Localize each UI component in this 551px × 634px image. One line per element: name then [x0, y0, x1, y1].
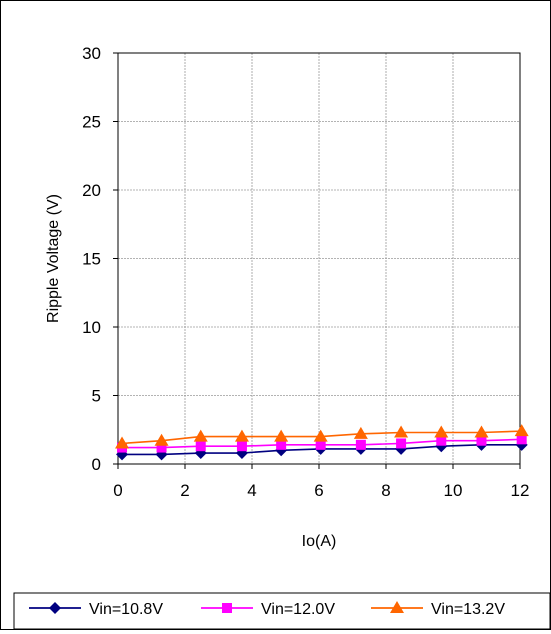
y-tick-label: 20: [82, 181, 101, 200]
y-tick-label: 30: [82, 44, 101, 63]
data-point: [514, 424, 529, 437]
y-tick-label: 5: [92, 387, 101, 406]
data-point: [154, 433, 169, 446]
x-tick-label: 0: [113, 481, 122, 500]
x-tick-label: 8: [381, 481, 390, 500]
y-tick-label: 25: [82, 113, 101, 132]
ticks: 0 5 10 15 20 25 30 0 2 4 6 8 10 12: [82, 44, 529, 500]
legend-item-1: Vin=10.8V: [29, 601, 163, 618]
data-point: [353, 426, 368, 439]
data-point: [474, 425, 489, 438]
x-tick-label: 2: [180, 481, 189, 500]
legend-label: Vin=13.2V: [431, 601, 505, 618]
data-point: [516, 434, 527, 445]
legend: Vin=10.8V Vin=12.0V Vin=13.2V: [13, 592, 551, 630]
series-3: [115, 424, 529, 449]
data-point: [236, 441, 247, 452]
data-point: [193, 429, 208, 442]
x-axis-label: Io(A): [302, 533, 337, 550]
legend-marker: [390, 601, 404, 613]
y-tick-label: 10: [82, 318, 101, 337]
series-layer: [115, 424, 529, 461]
legend-label: Vin=10.8V: [89, 601, 163, 618]
legend-marker: [49, 602, 61, 614]
data-point: [115, 436, 130, 449]
y-tick-label: 15: [82, 250, 101, 269]
data-point: [315, 439, 326, 450]
legend-item-2: Vin=12.0V: [201, 601, 335, 618]
legend-marker: [222, 603, 232, 613]
data-point: [276, 439, 287, 450]
data-point: [355, 439, 366, 450]
y-tick-label: 0: [92, 455, 101, 474]
data-point: [156, 442, 167, 453]
legend-label: Vin=12.0V: [261, 601, 335, 618]
data-point: [274, 429, 289, 442]
data-point: [436, 435, 447, 446]
data-point: [476, 435, 487, 446]
x-tick-label: 6: [314, 481, 323, 500]
x-tick-label: 4: [247, 481, 256, 500]
legend-item-3: Vin=13.2V: [371, 601, 505, 618]
data-point: [234, 429, 249, 442]
legend-box: [13, 592, 551, 630]
y-axis-label: Ripple Voltage (V): [45, 194, 62, 323]
data-point: [434, 425, 449, 438]
x-tick-label: 10: [444, 481, 463, 500]
x-tick-label: 12: [511, 481, 530, 500]
data-point: [396, 438, 407, 449]
data-point: [313, 429, 328, 442]
data-point: [195, 441, 206, 452]
data-point: [394, 425, 409, 438]
series-2: [117, 434, 527, 453]
grid: [118, 53, 520, 464]
